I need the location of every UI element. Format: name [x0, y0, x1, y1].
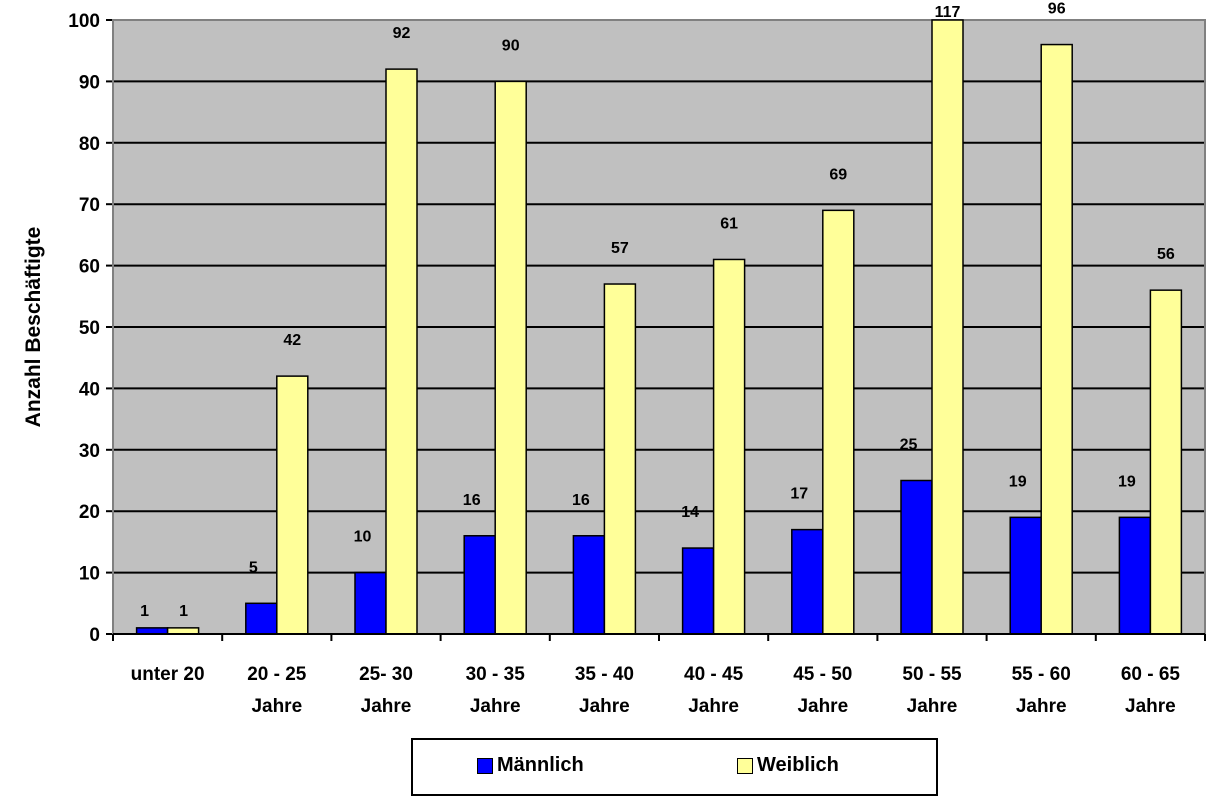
- legend-label-weiblich: Weiblich: [757, 754, 839, 776]
- bar-maennlich: [354, 571, 387, 635]
- y-tick-label: 10: [79, 564, 100, 585]
- data-label-weiblich: 69: [829, 166, 847, 183]
- y-tick-label: 70: [79, 195, 100, 216]
- x-tick-label: 45 - 50: [793, 664, 852, 685]
- bar-weiblich: [385, 68, 418, 635]
- y-tick-label: 20: [79, 502, 100, 523]
- data-label-weiblich: 57: [611, 240, 629, 257]
- y-tick-label: 80: [79, 134, 100, 155]
- data-label-maennlich: 17: [790, 486, 808, 503]
- bar-weiblich: [494, 80, 527, 635]
- data-label-weiblich: 56: [1157, 246, 1175, 263]
- y-tick-label: 90: [79, 72, 100, 93]
- x-tick-label: Jahre: [579, 696, 630, 717]
- bar-maennlich: [572, 535, 606, 635]
- x-tick-label: Jahre: [361, 696, 412, 717]
- bar-maennlich: [1118, 516, 1152, 635]
- data-label-weiblich: 117: [935, 4, 961, 21]
- y-tick-label: 50: [79, 318, 100, 339]
- bar-maennlich: [245, 602, 278, 635]
- x-tick-label: Jahre: [1125, 696, 1176, 717]
- data-label-weiblich: 1: [179, 603, 188, 620]
- x-tick-label: Jahre: [251, 696, 302, 717]
- bar-maennlich: [791, 528, 824, 635]
- bar-weiblich: [822, 209, 855, 635]
- data-label-maennlich: 16: [572, 492, 590, 509]
- x-tick-label: Jahre: [470, 696, 521, 717]
- x-tick-label: 55 - 60: [1012, 664, 1071, 685]
- data-label-maennlich: 25: [900, 437, 918, 454]
- data-label-weiblich: 61: [720, 215, 738, 232]
- legend-item-weiblich: Weiblich: [737, 754, 839, 777]
- data-label-maennlich: 14: [681, 504, 699, 521]
- data-label-maennlich: 1: [140, 603, 149, 620]
- x-tick-label: Jahre: [688, 696, 739, 717]
- data-label-weiblich: 90: [502, 37, 520, 54]
- bar-weiblich: [931, 19, 964, 635]
- bar-weiblich: [603, 283, 637, 635]
- x-tick-label: 30 - 35: [466, 664, 526, 685]
- data-label-weiblich: 42: [283, 332, 301, 349]
- data-label-maennlich: 10: [354, 529, 372, 546]
- bar-maennlich: [463, 535, 496, 635]
- y-tick-label: 0: [89, 625, 100, 646]
- bar-maennlich: [900, 479, 933, 635]
- legend-swatch-maennlich: [477, 757, 493, 774]
- y-tick-label: 100: [68, 11, 100, 32]
- y-tick-label: 60: [79, 257, 100, 278]
- x-tick-label: 35 - 40: [575, 664, 634, 685]
- x-tick-label: 20 - 25: [247, 664, 307, 685]
- x-tick-label: Jahre: [797, 696, 848, 717]
- x-tick-label: 25- 30: [359, 664, 413, 685]
- y-tick-label: 40: [79, 379, 100, 400]
- x-tick-label: 40 - 45: [684, 664, 744, 685]
- data-label-weiblich: 96: [1048, 1, 1066, 18]
- x-tick-label: 60 - 65: [1121, 664, 1181, 685]
- legend-item-maennlich: Männlich: [477, 754, 584, 777]
- bar-weiblich: [1040, 43, 1073, 635]
- bar-weiblich: [276, 375, 309, 635]
- data-label-maennlich: 19: [1118, 473, 1136, 490]
- x-tick-label: 50 - 55: [902, 664, 962, 685]
- bar-weiblich: [712, 258, 746, 635]
- data-label-maennlich: 16: [463, 492, 481, 509]
- legend-swatch-weiblich: [737, 757, 753, 774]
- bar-maennlich: [681, 547, 715, 635]
- x-tick-label: unter 20: [131, 664, 205, 685]
- data-label-maennlich: 5: [249, 559, 258, 576]
- x-tick-label: Jahre: [907, 696, 958, 717]
- x-tick-label: Jahre: [1016, 696, 1067, 717]
- bar-weiblich: [1149, 289, 1183, 635]
- data-label-weiblich: 92: [393, 25, 411, 42]
- data-label-maennlich: 19: [1009, 473, 1027, 490]
- legend-label-maennlich: Männlich: [497, 754, 584, 776]
- y-tick-label: 30: [79, 441, 100, 462]
- y-axis-title: Anzahl Beschäftigte: [22, 227, 45, 428]
- legend: Männlich Weiblich: [411, 738, 938, 796]
- bar-maennlich: [1009, 516, 1042, 635]
